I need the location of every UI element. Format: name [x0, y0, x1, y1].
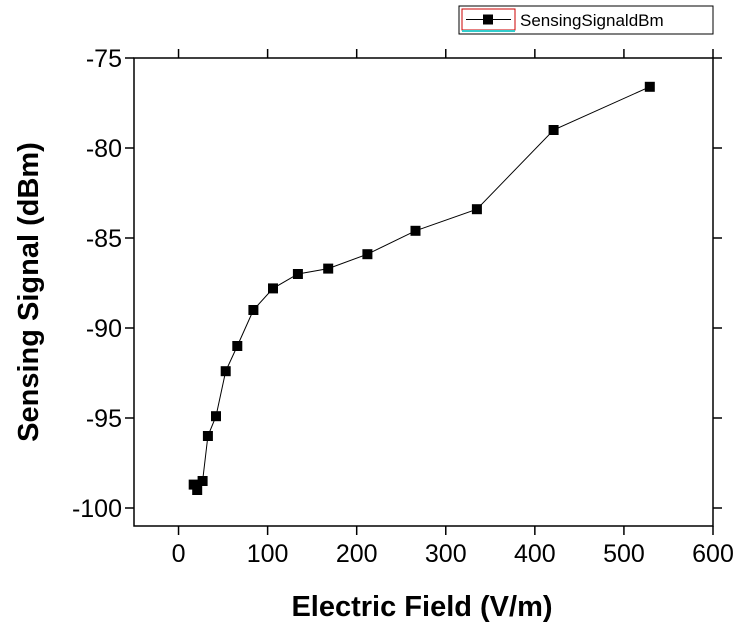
x-tick-label: 0 — [172, 540, 186, 568]
data-point — [292, 269, 303, 279]
legend-series-marker — [483, 14, 493, 25]
data-point — [211, 411, 221, 422]
x-axis-title: Electric Field (V/m) — [291, 591, 552, 623]
x-tick-label: 400 — [514, 540, 556, 568]
data-point — [410, 225, 421, 236]
data-point — [644, 81, 655, 92]
data-point — [188, 479, 199, 490]
data-point — [192, 485, 203, 495]
y-tick-label: -90 — [86, 315, 122, 343]
data-point — [202, 431, 213, 441]
legend: SensingSignaldBm — [458, 5, 714, 35]
x-tick-label: 200 — [336, 540, 378, 568]
y-tick-label: -75 — [86, 45, 122, 73]
y-tick-label: -85 — [86, 225, 122, 253]
plot-frame — [133, 57, 714, 527]
data-point — [548, 125, 559, 135]
data-point — [362, 249, 373, 260]
series-line — [193, 86, 651, 491]
y-axis-title: Sensing Signal (dBm) — [13, 142, 45, 442]
y-axis-ticks: -100 -95 -90 -85 -80 -75 — [72, 45, 722, 523]
data-point — [248, 305, 259, 315]
legend-series-label: SensingSignaldBm — [520, 11, 664, 30]
y-tick-label: -95 — [86, 405, 122, 433]
x-tick-label: 500 — [603, 540, 645, 568]
y-tick-label: -100 — [72, 495, 122, 523]
data-point — [220, 366, 231, 377]
x-axis-ticks: 0 100 200 300 400 500 600 — [172, 49, 734, 568]
y-tick-label: -80 — [86, 135, 122, 163]
data-point — [471, 204, 482, 215]
x-tick-label: 300 — [425, 540, 467, 568]
x-tick-label: 600 — [692, 540, 734, 568]
x-tick-label: 100 — [247, 540, 289, 568]
plot-series — [188, 81, 655, 495]
data-point — [232, 341, 243, 351]
data-point — [197, 476, 208, 486]
data-point — [323, 263, 334, 274]
data-point — [268, 283, 278, 294]
